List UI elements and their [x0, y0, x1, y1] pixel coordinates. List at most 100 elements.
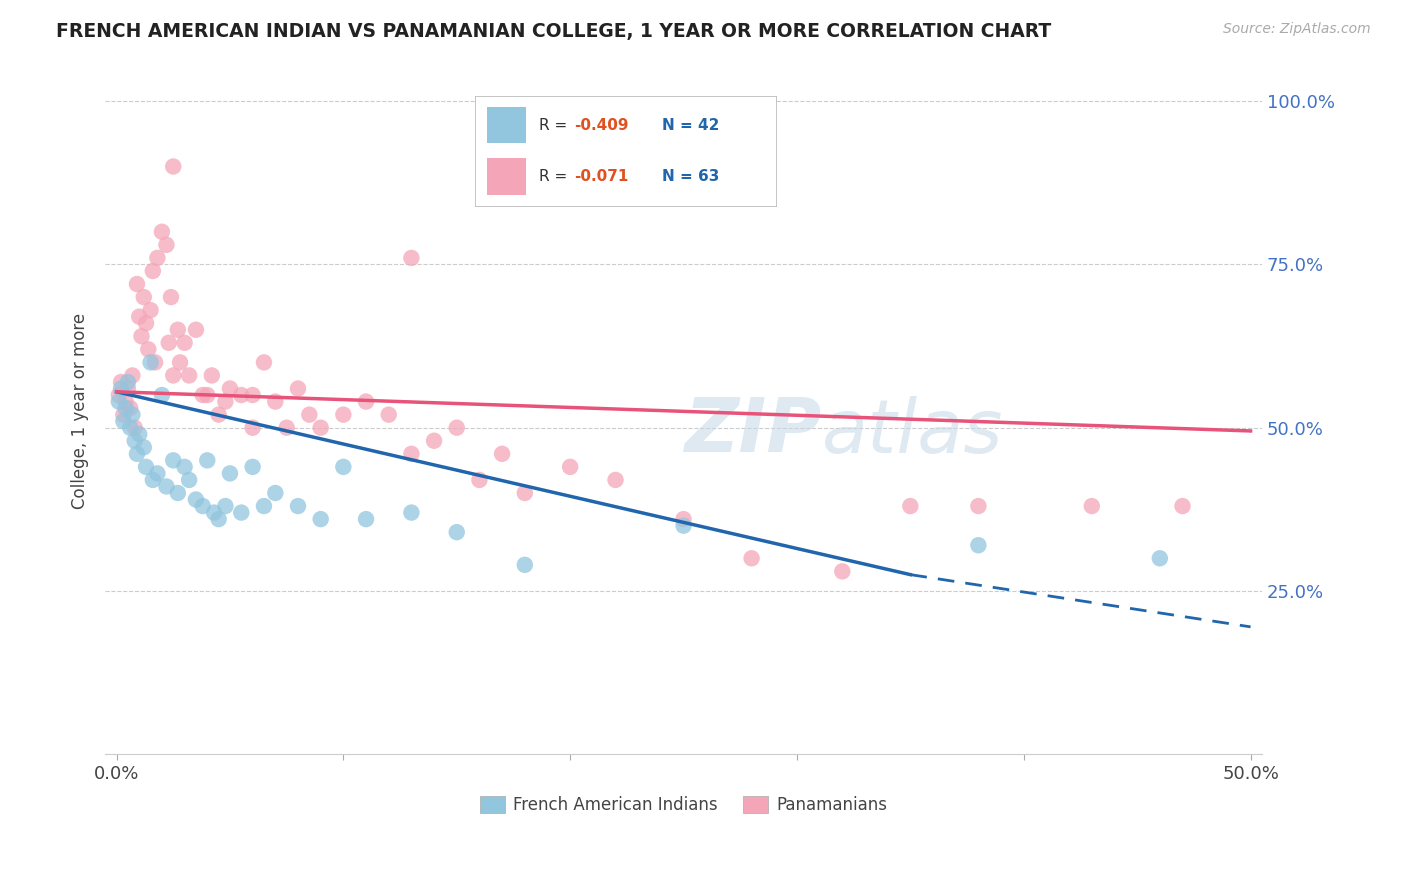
Text: ZIP: ZIP [685, 395, 823, 468]
Point [162, 160, 184, 174]
Point [142, 473, 165, 487]
Point [155, 237, 177, 252]
Point [276, 420, 298, 434]
Point [135, 316, 157, 330]
Point [132, 290, 155, 304]
Point [401, 251, 423, 265]
Point [169, 355, 191, 369]
Point [831, 565, 853, 579]
Legend: French American Indians, Panamanians: French American Indians, Panamanians [479, 797, 887, 814]
Point [117, 382, 139, 396]
Point [125, 447, 148, 461]
Point [179, 368, 201, 383]
Point [1081, 499, 1104, 513]
Point [150, 388, 173, 402]
Point [207, 512, 229, 526]
Point [967, 499, 990, 513]
Point [112, 414, 135, 428]
Point [287, 382, 309, 396]
Point [132, 440, 155, 454]
Point [264, 394, 287, 409]
Point [898, 499, 921, 513]
Point [121, 368, 143, 383]
Text: Source: ZipAtlas.com: Source: ZipAtlas.com [1223, 22, 1371, 37]
Point [112, 408, 135, 422]
Point [108, 394, 131, 409]
Point [214, 394, 236, 409]
Point [242, 388, 264, 402]
Point [1149, 551, 1171, 566]
Text: atlas: atlas [823, 396, 1004, 468]
Point [242, 459, 264, 474]
Point [157, 335, 180, 350]
Point [120, 420, 142, 434]
Point [120, 401, 142, 416]
Point [173, 335, 195, 350]
Point [672, 512, 695, 526]
Point [513, 558, 536, 572]
Point [672, 518, 695, 533]
Point [195, 453, 218, 467]
Point [139, 303, 162, 318]
Point [401, 506, 423, 520]
Point [605, 473, 627, 487]
Point [139, 355, 162, 369]
Point [142, 264, 165, 278]
Point [155, 479, 177, 493]
Point [150, 225, 173, 239]
Point [162, 453, 184, 467]
Point [377, 408, 399, 422]
Point [124, 434, 146, 448]
Point [309, 512, 332, 526]
Point [131, 329, 153, 343]
Point [195, 388, 218, 402]
Point [967, 538, 990, 552]
Point [173, 459, 195, 474]
Point [207, 408, 229, 422]
Point [513, 486, 536, 500]
Point [287, 499, 309, 513]
Point [219, 467, 242, 481]
Point [166, 486, 188, 500]
Point [298, 408, 321, 422]
Point [332, 408, 354, 422]
Point [146, 467, 169, 481]
Point [264, 486, 287, 500]
Point [110, 375, 132, 389]
Point [128, 310, 150, 324]
Point [135, 459, 157, 474]
Point [179, 473, 201, 487]
Point [253, 499, 276, 513]
Point [214, 499, 236, 513]
Point [191, 388, 214, 402]
Point [166, 323, 188, 337]
Point [468, 473, 491, 487]
Point [128, 427, 150, 442]
Point [143, 355, 166, 369]
Point [741, 551, 763, 566]
Point [253, 355, 276, 369]
Point [309, 420, 332, 434]
Point [162, 368, 184, 383]
Point [184, 323, 207, 337]
Point [354, 394, 377, 409]
Point [160, 290, 183, 304]
Point [423, 434, 446, 448]
Point [114, 401, 136, 416]
Point [401, 447, 423, 461]
Point [125, 277, 148, 291]
Point [146, 251, 169, 265]
Point [242, 420, 264, 434]
Point [446, 420, 468, 434]
Point [108, 388, 131, 402]
Point [231, 388, 253, 402]
Point [219, 382, 242, 396]
Point [184, 492, 207, 507]
Point [332, 459, 354, 474]
Point [191, 499, 214, 513]
Y-axis label: College, 1 year or more: College, 1 year or more [72, 313, 89, 509]
Point [117, 375, 139, 389]
Point [1171, 499, 1194, 513]
Point [136, 343, 159, 357]
Point [121, 408, 143, 422]
